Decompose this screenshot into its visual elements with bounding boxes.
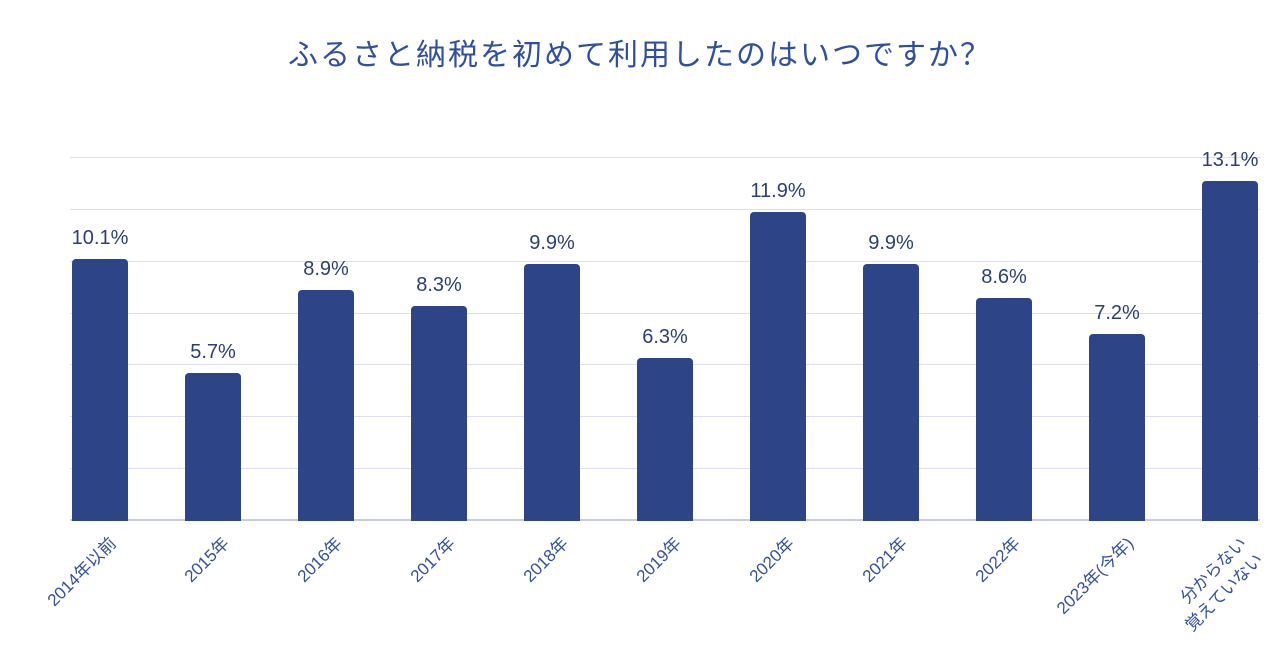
gridline — [70, 208, 1260, 210]
bar — [411, 305, 467, 521]
bar-value-label: 7.2% — [1094, 302, 1140, 325]
x-axis-label: 2014年以前 — [43, 533, 121, 610]
x-axis-label: 2018年 — [519, 533, 573, 586]
bar — [1202, 181, 1258, 521]
x-axis-label: 分からない 覚えていない — [1176, 533, 1267, 635]
x-axis-label: 2023年(今年) — [1052, 533, 1138, 618]
bar-value-label: 13.1% — [1201, 149, 1259, 172]
bar — [72, 259, 128, 521]
bar — [750, 212, 806, 521]
x-axis-label: 2016年 — [293, 533, 347, 586]
bar-value-label: 10.1% — [71, 227, 129, 250]
bar — [637, 357, 693, 521]
bar — [863, 264, 919, 521]
bar — [298, 290, 354, 521]
bar — [524, 264, 580, 521]
bar-value-label: 8.9% — [303, 258, 349, 281]
x-axis-label: 2019年 — [632, 533, 686, 586]
x-axis-label: 2017年 — [406, 533, 460, 586]
bar-value-label: 5.7% — [190, 341, 236, 364]
gridline — [70, 312, 1260, 314]
bar-value-label: 9.9% — [529, 232, 575, 255]
bar — [976, 298, 1032, 521]
bar-value-label: 6.3% — [642, 325, 688, 348]
bar-value-label: 9.9% — [868, 232, 914, 255]
bar-value-label: 8.6% — [981, 266, 1027, 289]
x-axis-label: 2015年 — [180, 533, 234, 586]
plot-area: 10.1% 5.7% 8.9% 8.3% 9.9% 6.3% 11.9% 9.9% 8.6% 7.… — [70, 149, 1260, 521]
gridline — [70, 260, 1260, 262]
gridline — [70, 157, 1260, 158]
chart-title: ふるさと納税を初めて利用したのはいつですか？ — [288, 39, 992, 72]
x-axis-label: 2021年 — [858, 533, 912, 586]
bar — [185, 373, 241, 521]
x-axis-label: 2020年 — [745, 533, 799, 586]
bar-value-label: 8.3% — [416, 273, 462, 296]
bar-value-label: 11.9% — [750, 180, 806, 203]
x-axis-label: 2022年 — [971, 533, 1025, 586]
bar — [1089, 334, 1145, 521]
